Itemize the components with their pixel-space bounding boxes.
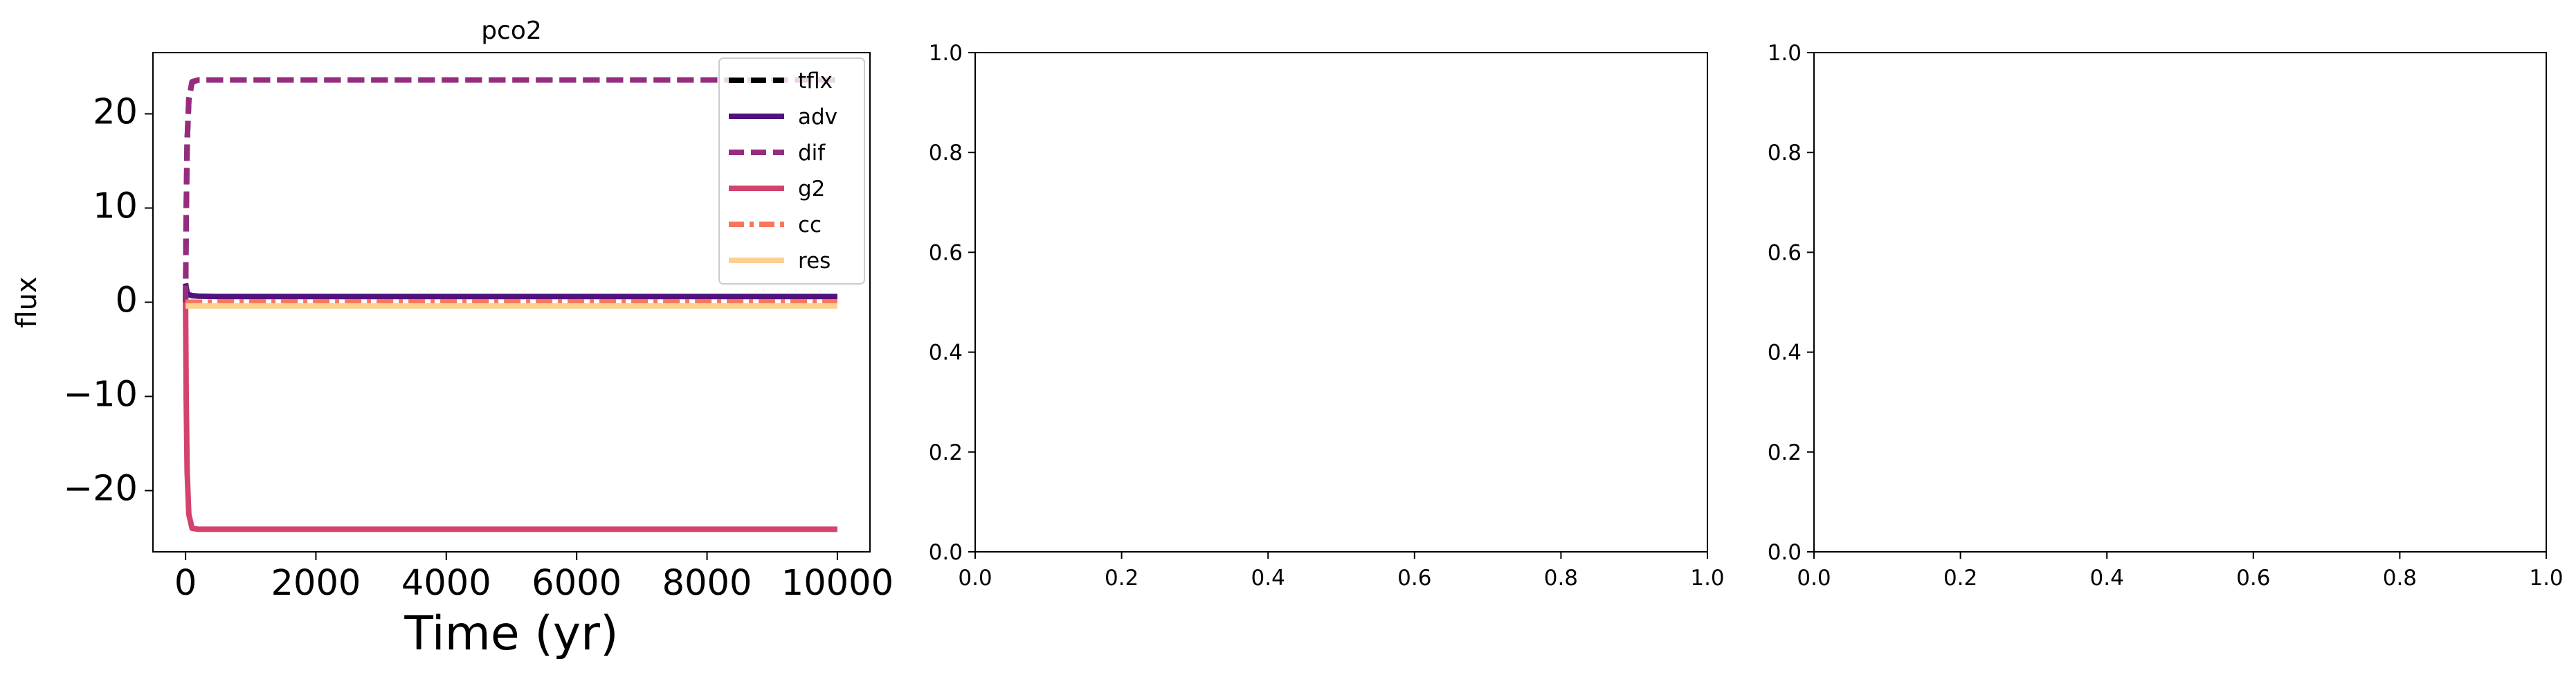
legend-entry-tflx: tflx — [798, 69, 833, 93]
panel1-x-tick-label: 8000 — [662, 563, 752, 604]
panel3-x-tick-label: 0.2 — [1943, 566, 1977, 591]
panel3-x-tick-label: 0.4 — [2090, 566, 2124, 591]
panel1-series-group — [183, 77, 837, 532]
panel3-y-tick-label: 0.4 — [1768, 341, 1802, 366]
panel1-x-tick-label: 6000 — [532, 563, 622, 604]
panel2-y-tick-label: 1.0 — [929, 41, 963, 66]
panel3-axes-frame — [1813, 52, 2547, 553]
panel1-title: pco2 — [481, 17, 542, 45]
plot-layer: 0 2000 4000 6000 8000 10000 −20 −10 0 10 20 tflx adv… — [63, 41, 2563, 604]
panel1-y-tick-label: 0 — [116, 280, 138, 321]
panel1-y-tick-label: 20 — [93, 91, 138, 132]
panel1-y-tick-label: −10 — [63, 375, 138, 415]
legend-entry-res: res — [798, 249, 831, 273]
panel3-x-tick-label: 1.0 — [2529, 566, 2563, 591]
panel1-y-tick-label: −20 — [63, 469, 138, 510]
panel2-x-tick-label: 0.8 — [1544, 566, 1578, 591]
series-line-g2 — [183, 302, 837, 532]
panel1-y-tick-label: 10 — [93, 186, 138, 226]
panel2-x-tick-label: 0.6 — [1397, 566, 1431, 591]
panel2-x-tick-label: 1.0 — [1690, 566, 1724, 591]
panel2-y-tick-label: 0.8 — [929, 141, 963, 165]
series-line-dif — [183, 77, 837, 303]
legend-entry-dif: dif — [798, 141, 826, 165]
panel2-x-tick-label: 0.2 — [1105, 566, 1139, 591]
panel2-axes-frame — [974, 52, 1708, 553]
legend-entry-adv: adv — [798, 105, 837, 129]
panel1-x-axis-label: Time (yr) — [403, 607, 618, 661]
panel2-y-tick-label: 0.0 — [929, 540, 963, 565]
panel3-y-tick-label: 0.2 — [1768, 440, 1802, 465]
panel3-x-tick-label: 0.6 — [2236, 566, 2270, 591]
panel1-y-axis-label: flux — [11, 276, 43, 327]
panel2-y-tick-label: 0.2 — [929, 440, 963, 465]
panel1-x-tick-label: 2000 — [271, 563, 361, 604]
panel3-y-tick-label: 0.6 — [1768, 240, 1802, 265]
panel1-x-tick-label: 10000 — [781, 563, 894, 604]
panel1-x-tick-label: 0 — [174, 563, 197, 604]
panel2-y-tick-label: 0.6 — [929, 240, 963, 265]
panel2-y-tick-label: 0.4 — [929, 341, 963, 366]
panel1-x-tick-label: 4000 — [401, 563, 491, 604]
legend-entry-cc: cc — [798, 213, 822, 237]
panel3-y-tick-label: 0.8 — [1768, 141, 1802, 165]
panel3-x-tick-label: 0.8 — [2383, 566, 2417, 591]
panel2-x-tick-label: 0.0 — [958, 566, 992, 591]
panel3-y-tick-label: 0.0 — [1768, 540, 1802, 565]
legend-box — [718, 57, 865, 285]
panel3-x-tick-label: 0.0 — [1797, 566, 1831, 591]
panel2-x-tick-label: 0.4 — [1251, 566, 1285, 591]
legend-entry-g2: g2 — [798, 177, 825, 201]
panel3-y-tick-label: 1.0 — [1768, 41, 1802, 66]
